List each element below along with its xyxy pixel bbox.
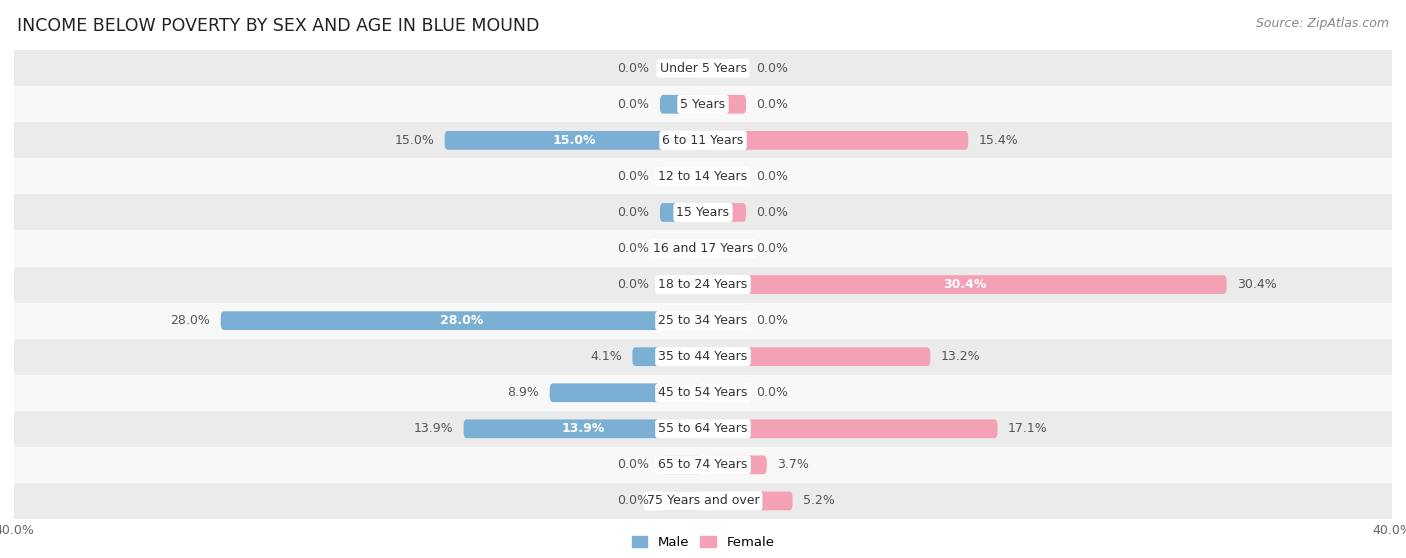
Text: 30.4%: 30.4% — [1237, 278, 1277, 291]
FancyBboxPatch shape — [703, 455, 766, 474]
Text: 55 to 64 Years: 55 to 64 Years — [658, 422, 748, 435]
Bar — [14, 50, 1392, 86]
Text: 0.0%: 0.0% — [617, 170, 650, 183]
FancyBboxPatch shape — [659, 95, 703, 114]
FancyBboxPatch shape — [703, 59, 747, 78]
FancyBboxPatch shape — [464, 420, 703, 438]
FancyBboxPatch shape — [703, 347, 931, 366]
Bar — [14, 158, 1392, 194]
Text: 0.0%: 0.0% — [617, 242, 650, 255]
Text: INCOME BELOW POVERTY BY SEX AND AGE IN BLUE MOUND: INCOME BELOW POVERTY BY SEX AND AGE IN B… — [17, 17, 540, 35]
FancyBboxPatch shape — [703, 311, 747, 330]
Text: 45 to 54 Years: 45 to 54 Years — [658, 386, 748, 399]
Bar — [14, 267, 1392, 302]
Text: 12 to 14 Years: 12 to 14 Years — [658, 170, 748, 183]
Text: 18 to 24 Years: 18 to 24 Years — [658, 278, 748, 291]
Text: 0.0%: 0.0% — [617, 494, 650, 507]
FancyBboxPatch shape — [659, 167, 703, 186]
Bar — [14, 230, 1392, 267]
FancyBboxPatch shape — [703, 239, 747, 258]
Text: 15 Years: 15 Years — [676, 206, 730, 219]
Text: 28.0%: 28.0% — [440, 314, 484, 327]
FancyBboxPatch shape — [221, 311, 703, 330]
Text: 0.0%: 0.0% — [756, 98, 789, 111]
FancyBboxPatch shape — [444, 131, 703, 150]
FancyBboxPatch shape — [659, 239, 703, 258]
Text: 13.9%: 13.9% — [561, 422, 605, 435]
Text: 0.0%: 0.0% — [617, 62, 650, 75]
Text: 3.7%: 3.7% — [778, 458, 808, 472]
FancyBboxPatch shape — [659, 59, 703, 78]
Text: Under 5 Years: Under 5 Years — [659, 62, 747, 75]
FancyBboxPatch shape — [703, 492, 793, 510]
Text: 35 to 44 Years: 35 to 44 Years — [658, 350, 748, 363]
Text: 8.9%: 8.9% — [508, 386, 540, 399]
Text: 15.0%: 15.0% — [553, 134, 596, 147]
FancyBboxPatch shape — [659, 275, 703, 294]
Text: 16 and 17 Years: 16 and 17 Years — [652, 242, 754, 255]
Text: 4.1%: 4.1% — [591, 350, 621, 363]
FancyBboxPatch shape — [703, 420, 997, 438]
FancyBboxPatch shape — [703, 131, 969, 150]
Bar — [14, 411, 1392, 447]
Bar — [14, 339, 1392, 375]
Text: 5 Years: 5 Years — [681, 98, 725, 111]
Text: 13.9%: 13.9% — [413, 422, 453, 435]
Text: 75 Years and over: 75 Years and over — [647, 494, 759, 507]
Text: 0.0%: 0.0% — [756, 62, 789, 75]
Text: 0.0%: 0.0% — [756, 386, 789, 399]
Text: 6 to 11 Years: 6 to 11 Years — [662, 134, 744, 147]
FancyBboxPatch shape — [550, 383, 703, 402]
Text: 0.0%: 0.0% — [617, 98, 650, 111]
Text: 0.0%: 0.0% — [756, 170, 789, 183]
Text: 0.0%: 0.0% — [617, 206, 650, 219]
Text: 15.0%: 15.0% — [395, 134, 434, 147]
Text: 65 to 74 Years: 65 to 74 Years — [658, 458, 748, 472]
Bar — [14, 447, 1392, 483]
Text: 28.0%: 28.0% — [170, 314, 211, 327]
Legend: Male, Female: Male, Female — [626, 531, 780, 555]
Bar — [14, 122, 1392, 158]
Text: 5.2%: 5.2% — [803, 494, 835, 507]
Text: 0.0%: 0.0% — [617, 458, 650, 472]
Text: 0.0%: 0.0% — [756, 314, 789, 327]
Text: 25 to 34 Years: 25 to 34 Years — [658, 314, 748, 327]
Text: 17.1%: 17.1% — [1008, 422, 1047, 435]
Text: 13.2%: 13.2% — [941, 350, 980, 363]
Text: 0.0%: 0.0% — [617, 278, 650, 291]
Bar — [14, 302, 1392, 339]
FancyBboxPatch shape — [703, 203, 747, 222]
Text: 15.4%: 15.4% — [979, 134, 1018, 147]
Text: 0.0%: 0.0% — [756, 206, 789, 219]
FancyBboxPatch shape — [703, 275, 1226, 294]
FancyBboxPatch shape — [703, 383, 747, 402]
FancyBboxPatch shape — [633, 347, 703, 366]
FancyBboxPatch shape — [659, 455, 703, 474]
Bar — [14, 86, 1392, 122]
FancyBboxPatch shape — [703, 95, 747, 114]
FancyBboxPatch shape — [703, 167, 747, 186]
FancyBboxPatch shape — [659, 492, 703, 510]
Text: 0.0%: 0.0% — [756, 242, 789, 255]
Text: 30.4%: 30.4% — [943, 278, 987, 291]
FancyBboxPatch shape — [659, 203, 703, 222]
Bar — [14, 375, 1392, 411]
Bar — [14, 194, 1392, 230]
Bar — [14, 483, 1392, 519]
Text: Source: ZipAtlas.com: Source: ZipAtlas.com — [1256, 17, 1389, 30]
